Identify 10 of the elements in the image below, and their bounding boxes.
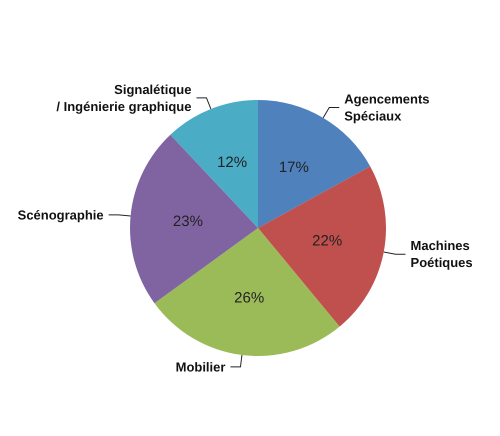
data-label: 23% bbox=[172, 212, 203, 230]
data-label: 12% bbox=[217, 154, 248, 172]
data-label: 17% bbox=[278, 158, 309, 176]
slice-label: Signalétique / Ingénierie graphique bbox=[56, 82, 192, 114]
slice-label: Scénographie bbox=[18, 207, 104, 222]
slice-label: Mobilier bbox=[176, 359, 226, 374]
slice-label: Agencements Spéciaux bbox=[344, 91, 430, 124]
data-label: 26% bbox=[234, 289, 264, 306]
data-label: 22% bbox=[312, 232, 342, 250]
slice-label: Machines Poétiques bbox=[410, 238, 473, 270]
